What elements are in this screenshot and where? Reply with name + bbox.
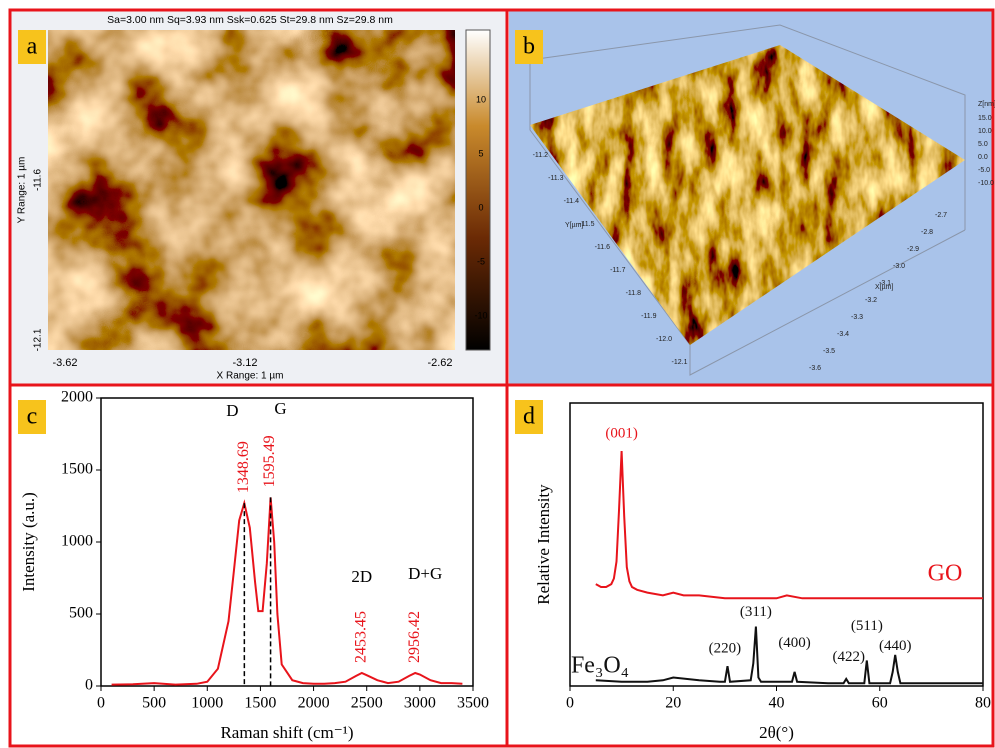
peak-annotation: (422) xyxy=(833,649,866,665)
panel-label: d xyxy=(523,404,535,430)
y-tick-label: -11.6 xyxy=(595,244,611,251)
x-tick-label: 0 xyxy=(566,695,574,712)
peak-annotation: (400) xyxy=(778,635,811,651)
x-tick-label: 3000 xyxy=(404,695,436,712)
x-axis-label: X[µm] xyxy=(875,284,893,291)
x-tick-label: 60 xyxy=(872,695,888,712)
colorbar-tick-label: 0 xyxy=(478,202,483,212)
peak-name: D+G xyxy=(408,564,442,583)
x-tick-label: -2.9 xyxy=(907,246,919,253)
z-tick-label: 10.0 xyxy=(978,128,992,135)
panel-label: b xyxy=(523,34,535,60)
y-tick-label: -11.2 xyxy=(533,152,549,159)
peak-annotation: (440) xyxy=(879,638,912,654)
y-tick-label: -11.9 xyxy=(641,313,657,320)
y-axis-label: Y Range: 1 µm xyxy=(17,157,28,224)
legend-label: GO xyxy=(928,561,963,587)
x-tick-label: -3.5 xyxy=(823,348,835,355)
peak-annotation: (311) xyxy=(740,604,772,620)
y-tick-label: 1500 xyxy=(61,461,93,478)
peak-annotation: (220) xyxy=(709,641,742,657)
y-tick-label: -11.8 xyxy=(626,290,642,297)
y-axis-label: Intensity (a.u.) xyxy=(19,492,38,592)
peak-annotation: (001) xyxy=(605,426,638,442)
x-tick-label: -2.62 xyxy=(427,357,452,369)
peak-name: 2D xyxy=(351,567,372,586)
x-tick-label: 1500 xyxy=(244,695,276,712)
peak-position: 2453.45 xyxy=(352,611,369,663)
z-tick-label: 15.0 xyxy=(978,115,992,122)
x-axis-label: 2θ(°) xyxy=(759,723,794,742)
x-axis-label: Raman shift (cm⁻¹) xyxy=(220,723,353,742)
x-tick-label: 80 xyxy=(975,695,991,712)
figure: a Sa=3.00 nm Sq=3.93 nm Ssk=0.625 St=29.8… xyxy=(0,0,995,748)
z-tick-label: 0.0 xyxy=(978,154,988,161)
x-tick-label: 500 xyxy=(142,695,166,712)
x-tick-label: 0 xyxy=(97,695,105,712)
peak-position: 2956.42 xyxy=(406,611,423,663)
panel-label: a xyxy=(27,34,38,60)
panel-label: c xyxy=(27,404,38,430)
x-tick-label: -3.0 xyxy=(893,263,905,270)
y-axis-label: Y[µm] xyxy=(565,222,583,229)
z-tick-label: 5.0 xyxy=(978,141,988,148)
peak-name: D xyxy=(226,401,238,420)
x-tick-label: -2.7 xyxy=(935,212,947,219)
peak-name: G xyxy=(274,399,286,418)
x-tick-label: 40 xyxy=(769,695,785,712)
y-tick-label: -11.7 xyxy=(610,267,626,274)
colorbar xyxy=(466,30,490,350)
y-tick-label: 1000 xyxy=(61,533,93,550)
y-tick-label: -11.3 xyxy=(548,175,564,182)
y-tick-label: -11.6 xyxy=(33,169,44,191)
colorbar-tick-label: -10 xyxy=(474,310,487,320)
x-axis-label: X Range: 1 µm xyxy=(217,371,284,382)
peak-annotation: (511) xyxy=(851,618,883,634)
z-tick-label: -5.0 xyxy=(978,167,990,174)
x-tick-label: -3.3 xyxy=(851,314,863,321)
legend-label: Fe₃O₄ xyxy=(571,653,629,679)
x-tick-label: -3.2 xyxy=(865,297,877,304)
x-tick-label: 1000 xyxy=(191,695,223,712)
z-tick-label: -10.0 xyxy=(978,180,994,187)
y-tick-label: 2000 xyxy=(61,389,93,406)
plot-frame-d xyxy=(570,403,983,686)
colorbar-tick-label: 5 xyxy=(478,148,483,158)
x-tick-label: 3500 xyxy=(457,695,489,712)
y-axis-label: Relative Intensity xyxy=(534,484,553,605)
afm-header: Sa=3.00 nm Sq=3.93 nm Ssk=0.625 St=29.8 … xyxy=(107,14,393,26)
colorbar-tick-label: 10 xyxy=(476,94,486,104)
y-tick-label: 500 xyxy=(69,605,93,622)
peak-position: 1595.49 xyxy=(261,435,278,487)
afm-image xyxy=(48,30,455,350)
x-tick-label: 2500 xyxy=(351,695,383,712)
x-tick-label: -3.12 xyxy=(232,357,257,369)
y-tick-label: -12.1 xyxy=(33,328,44,351)
x-tick-label: 2000 xyxy=(298,695,330,712)
data-line xyxy=(596,451,983,598)
z-axis-label: Z[nm] xyxy=(978,101,995,108)
x-tick-label: -3.6 xyxy=(809,365,821,372)
peak-position: 1348.69 xyxy=(235,441,252,493)
page: { "afm_2d": {"panel_label": "a", "header… xyxy=(0,0,995,748)
x-tick-label: -3.4 xyxy=(837,331,849,338)
x-tick-label: -2.8 xyxy=(921,229,933,236)
y-tick-label: 0 xyxy=(85,677,93,694)
y-tick-label: -12.1 xyxy=(672,359,688,366)
x-tick-label: -3.62 xyxy=(52,357,77,369)
x-tick-label: 20 xyxy=(665,695,681,712)
y-tick-label: -12.0 xyxy=(656,336,672,343)
y-tick-label: -11.4 xyxy=(564,198,580,205)
colorbar-tick-label: -5 xyxy=(477,256,485,266)
